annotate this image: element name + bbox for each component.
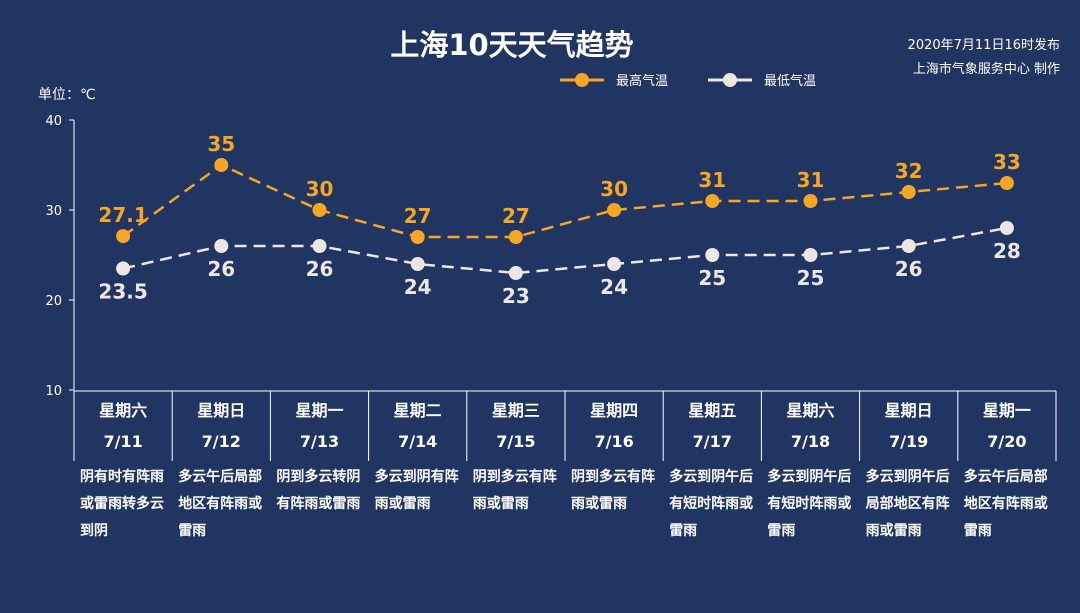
- low-temp-point: [607, 257, 622, 271]
- low-temp-label: 26: [207, 257, 235, 281]
- date-label: 7/20: [987, 432, 1027, 451]
- weather-description: 阴到多云有阵雨或雷雨: [472, 469, 557, 512]
- weekday-label: 星期二: [393, 401, 442, 420]
- weekday-label: 星期一: [295, 401, 344, 420]
- weekday-label: 星期日: [884, 401, 933, 420]
- chart-title: 上海10天天气趋势: [390, 28, 634, 62]
- high-temp-point: [116, 229, 131, 244]
- day-header: 星期五 7/17: [663, 391, 761, 461]
- date-label: 7/17: [692, 432, 732, 451]
- y-tick-label: 30: [45, 204, 62, 219]
- low-temp-label: 26: [306, 257, 334, 281]
- date-label: 7/11: [103, 432, 143, 451]
- low-temp-point: [999, 221, 1014, 235]
- weekday-label: 星期五: [688, 401, 737, 420]
- day-header: 星期一 7/20: [958, 391, 1056, 461]
- high-temp-label: 30: [600, 177, 628, 201]
- high-temp-label: 33: [993, 150, 1021, 174]
- high-temp-point: [410, 230, 425, 244]
- low-temp-point: [116, 261, 131, 276]
- high-temp-label: 35: [207, 132, 235, 156]
- low-temp-label: 24: [404, 275, 432, 299]
- high-temp-point: [214, 158, 229, 172]
- weather-description: 多云午后局部地区有阵雨或雷雨: [963, 469, 1048, 539]
- low-temp-point: [803, 248, 818, 262]
- low-temp-label: 23.5: [98, 280, 147, 304]
- weather-description: 多云到阴午后有短时阵雨或雷雨: [669, 469, 754, 539]
- date-label: 7/13: [299, 432, 340, 451]
- low-temp-point: [508, 266, 523, 280]
- publisher: 上海市气象服务中心 制作: [912, 62, 1060, 77]
- date-label: 7/12: [201, 432, 241, 451]
- y-tick-label: 10: [45, 384, 62, 399]
- weekday-label: 星期日: [197, 401, 246, 420]
- day-header: 星期一 7/13: [270, 391, 368, 461]
- day-header: 星期日 7/12: [172, 391, 270, 461]
- weather-description: 阴到多云转阴有阵雨或雷雨: [276, 469, 361, 512]
- y-tick-label: 20: [45, 294, 62, 309]
- high-temp-label: 27.1: [98, 203, 147, 227]
- weather-description: 多云午后局部地区有阵雨或雷雨: [178, 469, 263, 539]
- weekday-label: 星期三: [491, 401, 540, 420]
- weather-description: 多云到阴午后局部地区有阵雨或雷雨: [865, 469, 950, 539]
- weekday-label: 星期六: [786, 401, 835, 420]
- low-temp-label: 25: [797, 266, 825, 290]
- weekday-label: 星期六: [99, 401, 148, 420]
- weather-description: 阴到多云有阵雨或雷雨: [571, 469, 655, 512]
- date-label: 7/15: [496, 432, 536, 451]
- date-label: 7/16: [594, 432, 634, 451]
- high-temp-point: [803, 194, 818, 208]
- low-temp-point: [214, 239, 229, 253]
- low-temp-point: [705, 248, 720, 262]
- day-header: 星期三 7/15: [467, 391, 565, 461]
- day-header: 星期六 7/11: [74, 391, 172, 461]
- y-tick-label: 40: [45, 114, 62, 129]
- high-temp-point: [508, 230, 523, 244]
- unit-label: 单位：℃: [38, 87, 96, 103]
- weekday-label: 星期四: [590, 401, 639, 420]
- high-temp-line: [122, 163, 1008, 239]
- date-label: 7/18: [790, 432, 831, 451]
- legend-label: 最高气温: [616, 73, 668, 89]
- day-header: 星期二 7/14: [369, 391, 467, 461]
- low-temp-point: [410, 257, 425, 271]
- publish-time: 2020年7月11日16时发布: [907, 38, 1060, 53]
- high-temp-point: [607, 203, 622, 217]
- weather-description: 阴有时有阵雨或雷雨转多云到阴: [80, 469, 164, 539]
- low-temp-line: [122, 226, 1008, 275]
- legend-label: 最低气温: [764, 73, 816, 89]
- high-temp-point: [901, 185, 916, 199]
- day-header: 星期六 7/18: [761, 391, 859, 461]
- low-temp-point: [901, 239, 916, 253]
- low-temp-label: 25: [698, 266, 726, 290]
- low-temp-label: 26: [895, 257, 923, 281]
- high-temp-label: 27: [404, 204, 432, 228]
- date-label: 7/19: [889, 432, 929, 451]
- high-temp-point: [999, 176, 1014, 190]
- high-temp-label: 27: [502, 204, 530, 228]
- low-temp-label: 24: [600, 275, 628, 299]
- high-temp-label: 31: [698, 168, 726, 192]
- low-temp-label: 23: [502, 284, 530, 308]
- legend-marker: [723, 73, 737, 87]
- high-temp-label: 32: [895, 159, 923, 183]
- low-temp-label: 28: [993, 239, 1021, 263]
- high-temp-point: [705, 194, 720, 208]
- weather-description: 多云到阴有阵雨或雷雨: [374, 469, 459, 512]
- weather-description: 多云到阴午后有短时阵雨或雷雨: [767, 469, 852, 539]
- legend-marker: [575, 73, 589, 87]
- high-temp-label: 31: [797, 168, 825, 192]
- day-header: 星期日 7/19: [860, 391, 958, 461]
- date-label: 7/14: [398, 432, 438, 451]
- high-temp-label: 30: [306, 177, 334, 201]
- low-temp-point: [312, 239, 327, 253]
- day-header: 星期四 7/16: [565, 391, 663, 461]
- publish-info: 2020年7月11日16时发布 上海市气象服务中心 制作: [908, 34, 1060, 82]
- high-temp-point: [312, 203, 327, 217]
- weekday-label: 星期一: [982, 401, 1031, 420]
